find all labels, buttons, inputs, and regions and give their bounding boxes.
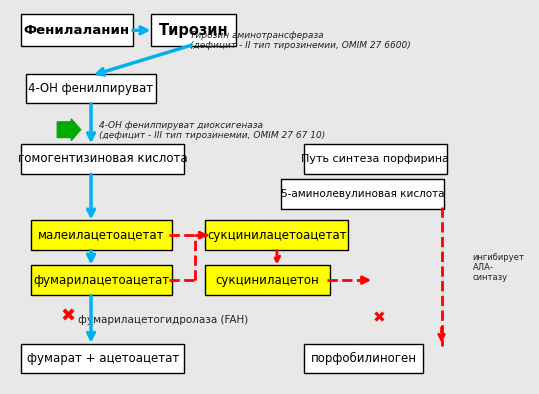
- Text: фумарат + ацетоацетат: фумарат + ацетоацетат: [26, 352, 179, 365]
- Text: 4-ОН фенилпируват диоксигеназа
(дефицит - III тип тирозинемии, OMIM 27 67 10): 4-ОН фенилпируват диоксигеназа (дефицит …: [99, 121, 325, 140]
- Text: сукцинилацетон: сукцинилацетон: [216, 274, 320, 286]
- Text: Тирозин аминотрансфераза
(дефицит - II тип тирозинемии, OMIM 27 6600): Тирозин аминотрансфераза (дефицит - II т…: [190, 31, 410, 50]
- Text: Фенилаланин: Фенилаланин: [24, 24, 130, 37]
- FancyBboxPatch shape: [26, 74, 156, 103]
- FancyBboxPatch shape: [31, 221, 171, 250]
- FancyBboxPatch shape: [304, 344, 423, 373]
- Text: порфобилиноген: порфобилиноген: [310, 352, 417, 365]
- Text: малеилацетоацетат: малеилацетоацетат: [38, 229, 164, 242]
- FancyBboxPatch shape: [21, 344, 184, 373]
- Text: сукцинилацетоацетат: сукцинилацетоацетат: [207, 229, 347, 242]
- FancyBboxPatch shape: [205, 266, 330, 295]
- Text: гомогентизиновая кислота: гомогентизиновая кислота: [18, 152, 188, 165]
- Text: ингибирует
АЛА-
синтазу: ингибирует АЛА- синтазу: [473, 253, 524, 282]
- FancyBboxPatch shape: [21, 144, 184, 173]
- FancyBboxPatch shape: [281, 179, 444, 209]
- FancyBboxPatch shape: [205, 221, 348, 250]
- Text: 5-аминолевулиновая кислота: 5-аминолевулиновая кислота: [281, 189, 444, 199]
- FancyBboxPatch shape: [31, 266, 171, 295]
- FancyBboxPatch shape: [304, 144, 447, 173]
- Text: 4-ОН фенилпируват: 4-ОН фенилпируват: [29, 82, 154, 95]
- FancyBboxPatch shape: [151, 14, 237, 46]
- Text: Тирозин: Тирозин: [159, 23, 229, 38]
- Text: Путь синтеза порфирина: Путь синтеза порфирина: [301, 154, 450, 164]
- Text: ✖: ✖: [60, 307, 75, 325]
- Text: фумарилацетоацетат: фумарилацетоацетат: [33, 274, 169, 286]
- Text: ✖: ✖: [373, 311, 385, 326]
- FancyBboxPatch shape: [21, 14, 133, 46]
- Text: фумарилацетогидролаза (FAH): фумарилацетогидролаза (FAH): [78, 315, 248, 325]
- FancyArrow shape: [57, 119, 81, 141]
